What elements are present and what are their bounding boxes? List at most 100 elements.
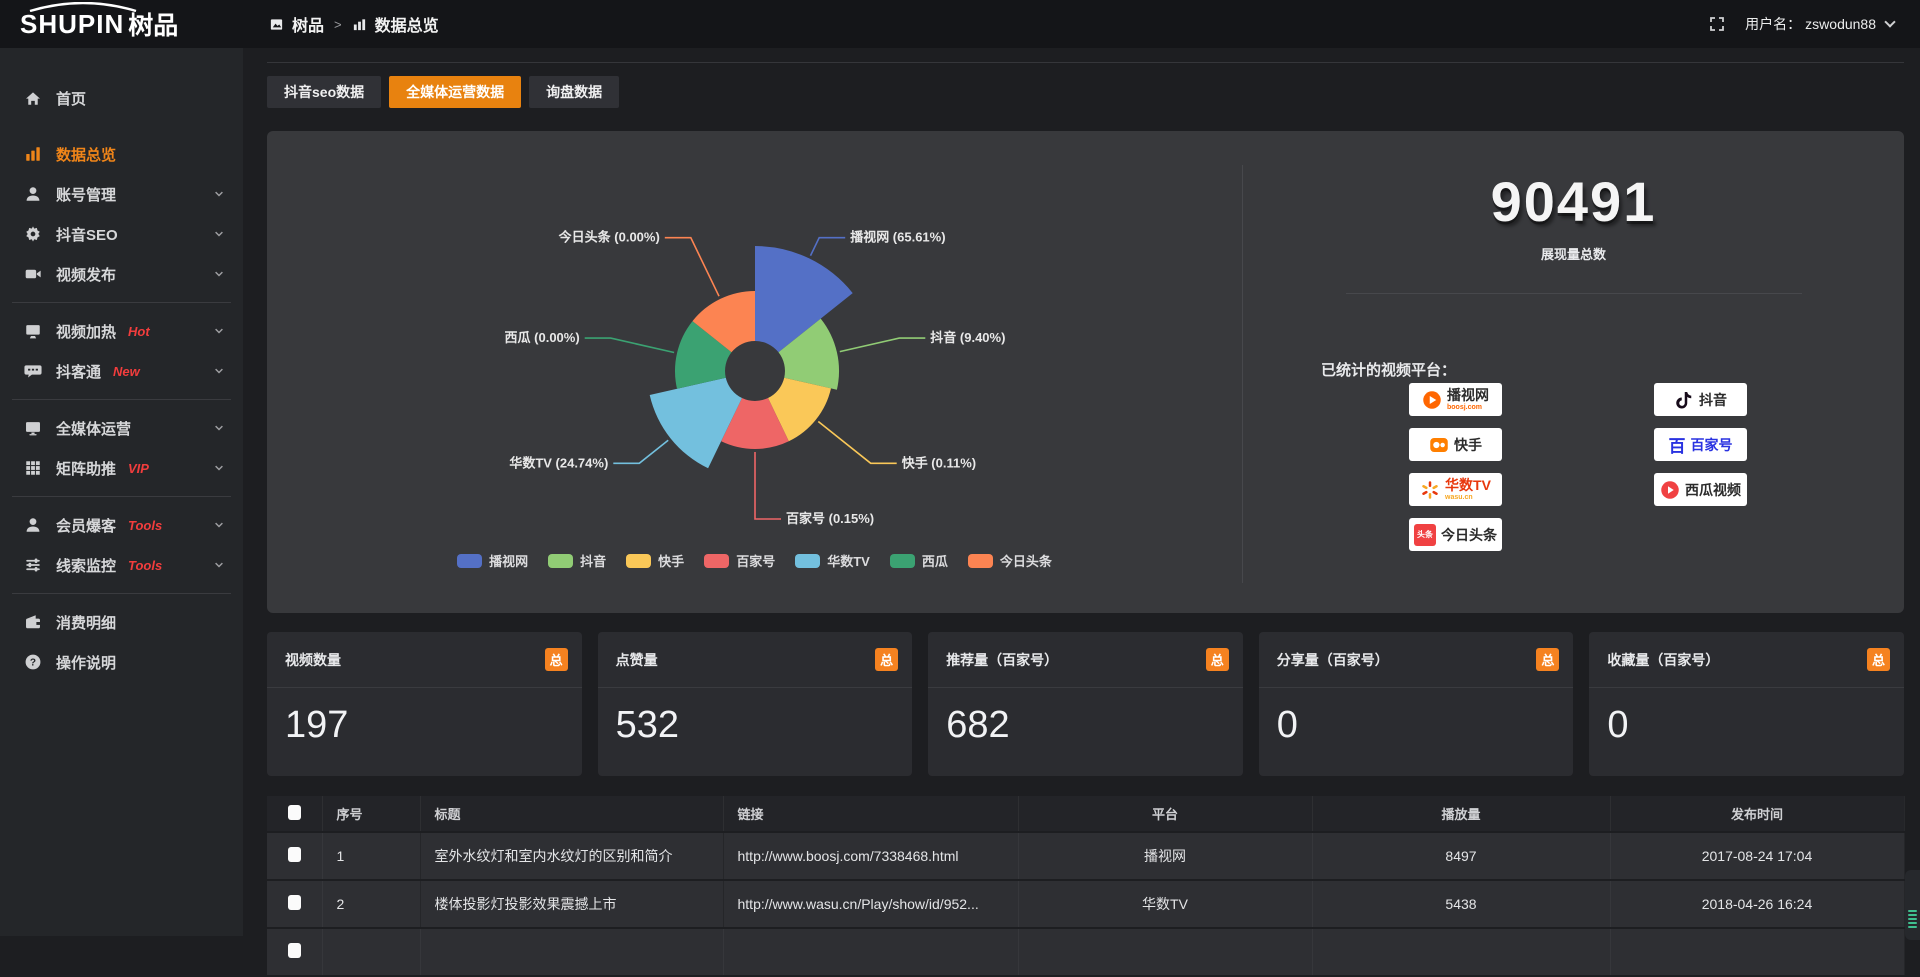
platform-sub: wasu.cn — [1445, 494, 1473, 501]
sidebar-item-douyin-seo[interactable]: 抖音SEO — [0, 214, 243, 254]
legend-item-2[interactable]: 快手 — [626, 551, 684, 570]
sidebar-item-tag: Hot — [128, 323, 150, 339]
total-badge[interactable]: 总 — [1205, 648, 1229, 671]
breadcrumb: 树品 > 数据总览 — [269, 12, 439, 36]
topbar: SHUPIN 树品 树品 > 数据总览 用户名： zswodun88 — [0, 0, 1920, 48]
cell-num: 2 — [322, 880, 421, 929]
total-badge[interactable]: 总 — [544, 648, 568, 671]
stat-card-3: 分享量（百家号） 总 0 — [1258, 632, 1574, 776]
sidebar-item-label: 视频加热 — [56, 323, 117, 341]
sidebar-item-label: 线索监控 — [56, 557, 117, 575]
sidebar-item-video-publish[interactable]: 视频发布 — [0, 254, 243, 294]
legend-item-6[interactable]: 今日头条 — [967, 551, 1052, 570]
logo-suffix: 树品 — [128, 12, 179, 40]
panel-divider — [1242, 165, 1243, 583]
breadcrumb-root[interactable]: 树品 — [292, 18, 325, 35]
table-body: 1 室外水纹灯和室内水纹灯的区别和简介 http://www.boosj.com… — [267, 832, 1905, 977]
total-badge[interactable]: 总 — [875, 648, 899, 671]
sidebar-item-douketong[interactable]: 抖客通 New — [0, 351, 243, 391]
svg-text:?: ? — [30, 658, 36, 669]
tab-2[interactable]: 询盘数据 — [529, 76, 620, 108]
sidebar-item-member-burst[interactable]: 会员爆客 Tools — [0, 505, 243, 545]
stat-card-value: 532 — [615, 704, 679, 746]
slice-label-5: 西瓜 (0.00%) — [505, 330, 580, 345]
chevron-down-icon — [213, 325, 225, 337]
user-menu[interactable]: 用户名： zswodun88 — [1745, 14, 1896, 34]
overview-panel: 播视网 (65.61%) 抖音 (9.40%) 快手 (0.11%) 百家号 (0.1… — [267, 131, 1904, 613]
legend-label: 今日头条 — [999, 554, 1052, 569]
label-line-6 — [664, 236, 720, 297]
stat-cards: 视频数量 总 197 点赞量 总 532 推荐量（百家号） 总 682 分享量（… — [267, 632, 1904, 776]
label-line-1 — [839, 337, 926, 353]
kuaishou-logo-icon — [1430, 437, 1448, 452]
sidebar-item-expense-detail[interactable]: 消费明细 — [0, 602, 243, 642]
cell-link[interactable]: http://www.wasu.cn/Play/show/id/952... — [723, 880, 1019, 929]
question-icon: ? — [24, 653, 42, 671]
sidebar-item-account-manage[interactable]: 账号管理 — [0, 174, 243, 214]
logo-arc-icon — [29, 2, 137, 12]
legend-item-5[interactable]: 西瓜 — [889, 551, 948, 570]
platform-name: 播视网 — [1447, 387, 1489, 403]
table-row-partial — [267, 928, 1905, 977]
sidebar-item-media-ops[interactable]: 全媒体运营 — [0, 408, 243, 448]
chevron-down-icon — [213, 559, 225, 571]
col-title: 标题 — [420, 796, 724, 833]
sidebar-item-matrix-boost[interactable]: 矩阵助推 VIP — [0, 448, 243, 488]
data-tabs: 抖音seo数据 全媒体运营数据 询盘数据 — [267, 76, 1904, 108]
legend-label: 播视网 — [489, 554, 529, 569]
row-checkbox[interactable] — [287, 943, 301, 958]
select-all-checkbox[interactable] — [287, 804, 301, 820]
slice-label-6: 今日头条 (0.00%) — [558, 230, 660, 245]
chevron-down-icon — [213, 188, 225, 200]
platform-badge-4: 华数TV wasu.cn — [1409, 473, 1502, 506]
legend-item-4[interactable]: 华数TV — [795, 551, 870, 570]
rose-chart[interactable]: 播视网 (65.61%) 抖音 (9.40%) 快手 (0.11%) 百家号 (0.1… — [267, 131, 1242, 613]
sidebar: 首页 数据总览 账号管理 抖音SEO 视频发布 视频加热 Hot — [0, 48, 243, 936]
platform-badge-1: 抖音 — [1654, 383, 1747, 416]
cell-platform: 播视网 — [1018, 832, 1313, 881]
chat-icon — [24, 362, 42, 380]
sidebar-item-label: 账号管理 — [56, 186, 117, 204]
wasu-logo-icon — [1422, 480, 1438, 499]
sidebar-item-help[interactable]: ? 操作说明 — [0, 642, 243, 682]
platform-badges: 播视网 boosj.com 抖音 快手 百百家号 华数TV wasu.cn 西瓜视频 头条 今日头… — [1409, 383, 1747, 551]
sidebar-item-lead-monitor[interactable]: 线索监控 Tools — [0, 545, 243, 585]
sidebar-menu: 首页 数据总览 账号管理 抖音SEO 视频发布 视频加热 Hot — [0, 78, 243, 682]
legend-item-0[interactable]: 播视网 — [457, 551, 528, 570]
legend-swatch — [548, 553, 574, 568]
legend-swatch — [795, 553, 821, 568]
sidebar-item-tag: New — [113, 363, 140, 379]
screen-icon — [24, 322, 42, 340]
chart-legend: 播视网 抖音 快手 百家号 华数TV 西瓜 今日头条 — [267, 551, 1242, 570]
cell-title[interactable]: 楼体投影灯投影效果震撼上市 — [420, 880, 724, 929]
platform-badge-2: 快手 — [1409, 428, 1502, 461]
legend-item-1[interactable]: 抖音 — [548, 551, 606, 570]
total-badge[interactable]: 总 — [1866, 648, 1890, 671]
legend-item-3[interactable]: 百家号 — [704, 551, 775, 570]
pie-slice-6 — [692, 291, 755, 353]
sliders-icon — [24, 556, 42, 574]
videos-table: 序号 标题 链接 平台 播放量 发布时间 1 室外水纹灯和室内水纹灯的区别和简介… — [267, 796, 1905, 977]
cell-title[interactable]: 室外水纹灯和室内水纹灯的区别和简介 — [420, 832, 724, 881]
table-row-0: 1 室外水纹灯和室内水纹灯的区别和简介 http://www.boosj.com… — [267, 832, 1905, 881]
user-icon — [24, 516, 42, 534]
cell-num: 1 — [322, 832, 421, 881]
fullscreen-icon[interactable] — [1709, 16, 1725, 32]
row-checkbox[interactable] — [287, 895, 301, 910]
pie-slice-1 — [778, 318, 840, 390]
label-line-4 — [613, 439, 669, 465]
tab-0[interactable]: 抖音seo数据 — [267, 76, 382, 108]
sidebar-item-data-overview[interactable]: 数据总览 — [0, 134, 243, 174]
sidebar-item-video-heat[interactable]: 视频加热 Hot — [0, 311, 243, 351]
platforms-title: 已统计的视频平台： — [1321, 362, 1457, 379]
sidebar-item-label: 矩阵助推 — [56, 460, 117, 478]
platform-badge-3: 百百家号 — [1654, 428, 1747, 461]
username-value: zswodun88 — [1805, 16, 1876, 32]
tab-1[interactable]: 全媒体运营数据 — [389, 76, 522, 108]
cell-link[interactable]: http://www.boosj.com/7338468.html — [723, 832, 1019, 881]
sidebar-item-home[interactable]: 首页 — [0, 78, 243, 118]
row-checkbox[interactable] — [287, 847, 301, 862]
side-float-widget[interactable] — [1905, 870, 1920, 940]
total-badge[interactable]: 总 — [1536, 648, 1560, 671]
chevron-down-icon — [213, 365, 225, 377]
